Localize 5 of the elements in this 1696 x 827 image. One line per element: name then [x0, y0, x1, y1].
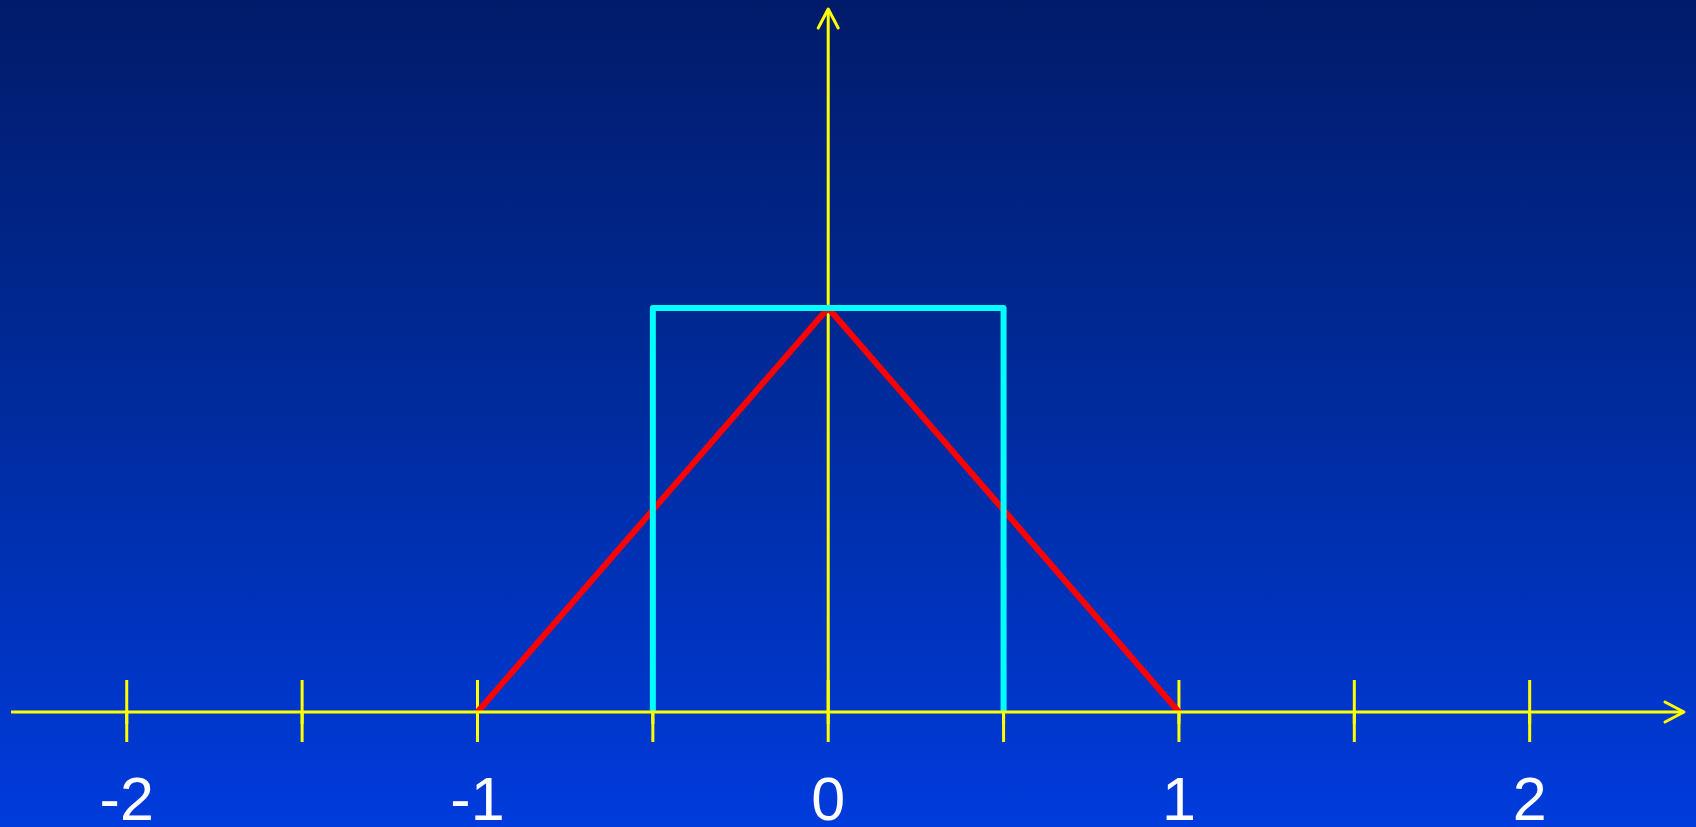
x-tick-label: 1	[1161, 765, 1196, 827]
x-tick-label: 0	[811, 765, 846, 827]
x-tick-label: -1	[450, 765, 505, 827]
x-tick-label: 2	[1512, 765, 1547, 827]
x-tick-label: -2	[99, 765, 154, 827]
